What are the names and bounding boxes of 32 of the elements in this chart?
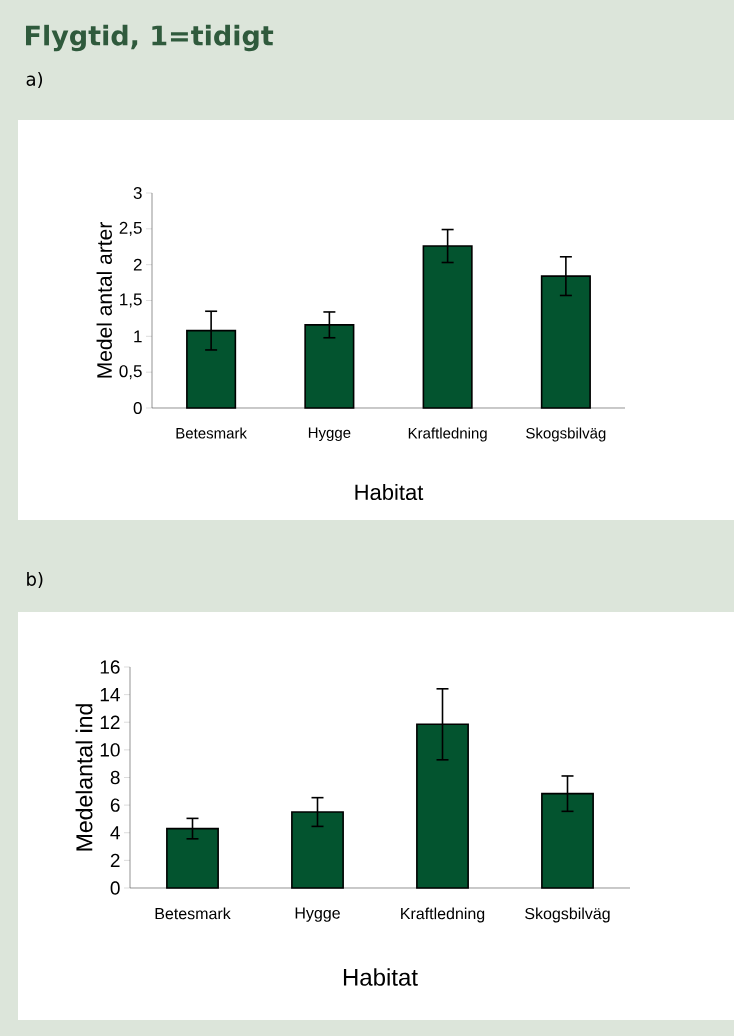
chart-subtitle: b) [27, 571, 43, 589]
y-tick-label: 14 [100, 688, 120, 702]
y-tick-label: 8 [110, 770, 120, 785]
y-tick-label: 2 [110, 853, 120, 868]
x-axis-title: Habitat [355, 483, 424, 501]
y-tick-label: 2 [133, 258, 142, 271]
y-tick-label: 10 [100, 743, 120, 757]
chart-title: Flygtid, 1=tidigt [26, 24, 274, 52]
y-tick-label: 1 [134, 330, 142, 343]
y-tick-label: 16 [100, 660, 120, 674]
x-tick-label: Betesmark [176, 427, 247, 439]
x-tick-label: Hygge [308, 427, 351, 441]
x-tick-label: Skogsbilväg [525, 907, 610, 923]
x-tick-label: Betesmark [155, 907, 231, 920]
x-tick-label: Hygge [295, 907, 340, 922]
y-tick-label: 2,5 [119, 221, 142, 236]
y-tick-label: 3 [133, 186, 142, 200]
x-axis-title: Habitat [343, 968, 418, 986]
bar [416, 723, 469, 889]
chart-subtitle: a) [26, 71, 43, 88]
y-tick-label: 1,5 [120, 293, 142, 308]
y-tick-label: 0 [133, 401, 142, 415]
x-tick-label: Kraftledning [408, 427, 487, 442]
y-tick-label: 12 [100, 715, 120, 729]
x-tick-label: Kraftledning [401, 907, 485, 923]
y-tick-label: 0,5 [119, 365, 142, 380]
y-axis-title: Medelantal ind [75, 704, 93, 851]
y-tick-label: 4 [110, 826, 120, 840]
x-tick-label: Skogsbilväg [526, 427, 606, 442]
y-axis-title: Medel antal arter [96, 222, 112, 378]
y-tick-label: 0 [110, 881, 120, 895]
y-tick-label: 6 [110, 798, 120, 812]
